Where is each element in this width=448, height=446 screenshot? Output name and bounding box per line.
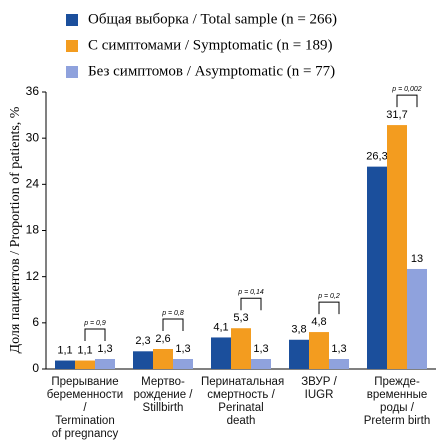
x-tick-label: Мертво- рождение / Stillbirth (133, 376, 193, 414)
bar (133, 351, 153, 369)
p-value: p = 0,14 (237, 289, 264, 296)
bar (211, 337, 231, 369)
x-tick-label: Прежде- временные роды / Preterm birth (363, 376, 431, 427)
legend-label: Общая выборка / Total sample (n = 266) (88, 11, 337, 27)
x-tick-label: ЗВУР / IUGR (301, 376, 337, 401)
p-bracket (162, 318, 184, 331)
value-label: 4,8 (311, 316, 326, 328)
y-tick-label: 36 (26, 84, 40, 98)
value-label: 1,1 (77, 344, 92, 356)
bar (309, 332, 329, 369)
p-value: p = 0,8 (161, 310, 184, 317)
bar (387, 125, 407, 369)
bar (367, 166, 387, 369)
value-label: 31,7 (386, 109, 407, 121)
y-tick-label: 12 (26, 269, 40, 283)
value-label: 3,8 (291, 324, 306, 336)
value-label: 2,6 (155, 333, 170, 345)
y-axis-label: Доля пациентов / Proportion of patients,… (8, 106, 23, 353)
value-label: 1,1 (57, 344, 72, 356)
value-label: 26,3 (366, 151, 387, 163)
value-label: 1,3 (253, 343, 268, 355)
value-label: 1,3 (175, 343, 190, 355)
bar (289, 339, 309, 369)
legend-label: Без симптомов / Asymptomatic (n = 77) (88, 63, 335, 79)
p-value: p = 0,002 (391, 86, 421, 93)
bar (251, 358, 271, 369)
value-label: 1,3 (331, 343, 346, 355)
legend-label: С симптомами / Symptomatic (n = 189) (88, 37, 332, 53)
value-label: 13 (411, 253, 423, 265)
bar (55, 360, 75, 369)
p-bracket (318, 301, 340, 315)
y-tick-label: 18 (26, 223, 40, 237)
p-bracket (240, 297, 262, 311)
x-tick-label: Перинатальная смертность / Perinatal dea… (201, 376, 285, 427)
p-value: p = 0,2 (317, 293, 340, 300)
value-label: 2,3 (135, 335, 150, 347)
y-tick-label: 24 (26, 177, 40, 191)
legend-swatch (66, 40, 78, 52)
value-label: 5,3 (233, 312, 248, 324)
bar (407, 268, 427, 369)
y-tick-label: 0 (32, 361, 39, 375)
value-label: 1,3 (97, 343, 112, 355)
p-bracket (396, 94, 418, 108)
bar (329, 358, 349, 369)
bar (75, 360, 95, 369)
legend-swatch (66, 14, 78, 26)
value-label: 4,1 (213, 321, 228, 333)
y-tick-label: 30 (26, 130, 40, 144)
bar (153, 348, 173, 369)
bar (231, 328, 251, 369)
p-value: p = 0,9 (83, 320, 106, 327)
bar (95, 358, 115, 369)
x-tick-label: Прерывание беременности / Termination of… (46, 376, 124, 440)
bar (173, 358, 193, 369)
legend-swatch (66, 66, 78, 78)
y-tick-label: 6 (32, 315, 39, 329)
p-bracket (84, 328, 106, 341)
